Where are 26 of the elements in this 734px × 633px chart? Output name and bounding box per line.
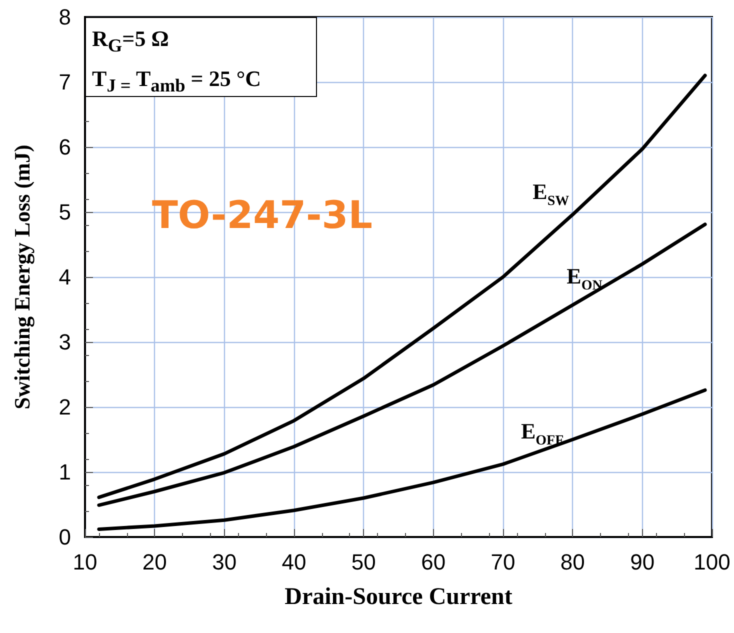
annotation: TO-247-3L: [152, 193, 372, 237]
x-axis-title: Drain-Source Current: [284, 584, 512, 610]
y-tick-label: 7: [58, 70, 71, 94]
x-tick-label: 50: [351, 550, 376, 574]
y-tick-label: 4: [58, 264, 71, 290]
x-tick-label: 30: [212, 550, 237, 574]
x-tick-label: 90: [630, 550, 655, 574]
x-tick-label: 20: [142, 550, 167, 574]
note-box: R$_{G}$=5 Ω T$_{J =}$ T$_{amb}$ = 25 °C: [85, 17, 317, 97]
y-tick-label: 3: [58, 330, 71, 354]
x-tick-label: 40: [282, 550, 306, 574]
y-tick-label: 2: [58, 394, 71, 420]
x-tick-label: 70: [490, 550, 516, 574]
y-axis-title: Switching Energy Loss (mJ): [10, 144, 34, 410]
y-tick-label: 0: [58, 524, 71, 550]
x-tick-label: 100: [694, 550, 730, 574]
x-tick-label: 10: [72, 550, 98, 574]
x-tick-label: 80: [560, 550, 585, 574]
x-tick-label: 60: [421, 550, 446, 574]
annotation: R$_{G}$=5 Ω: [92, 25, 170, 58]
annotation: T$_{J =}$ T$_{amb}$ = 25 °C: [92, 65, 262, 98]
y-tick-label: 8: [58, 4, 71, 30]
y-tick-label: 6: [58, 134, 71, 160]
y-tick-label: 5: [58, 200, 71, 224]
y-tick-label: 1: [58, 460, 71, 484]
line-series: [97, 388, 707, 531]
